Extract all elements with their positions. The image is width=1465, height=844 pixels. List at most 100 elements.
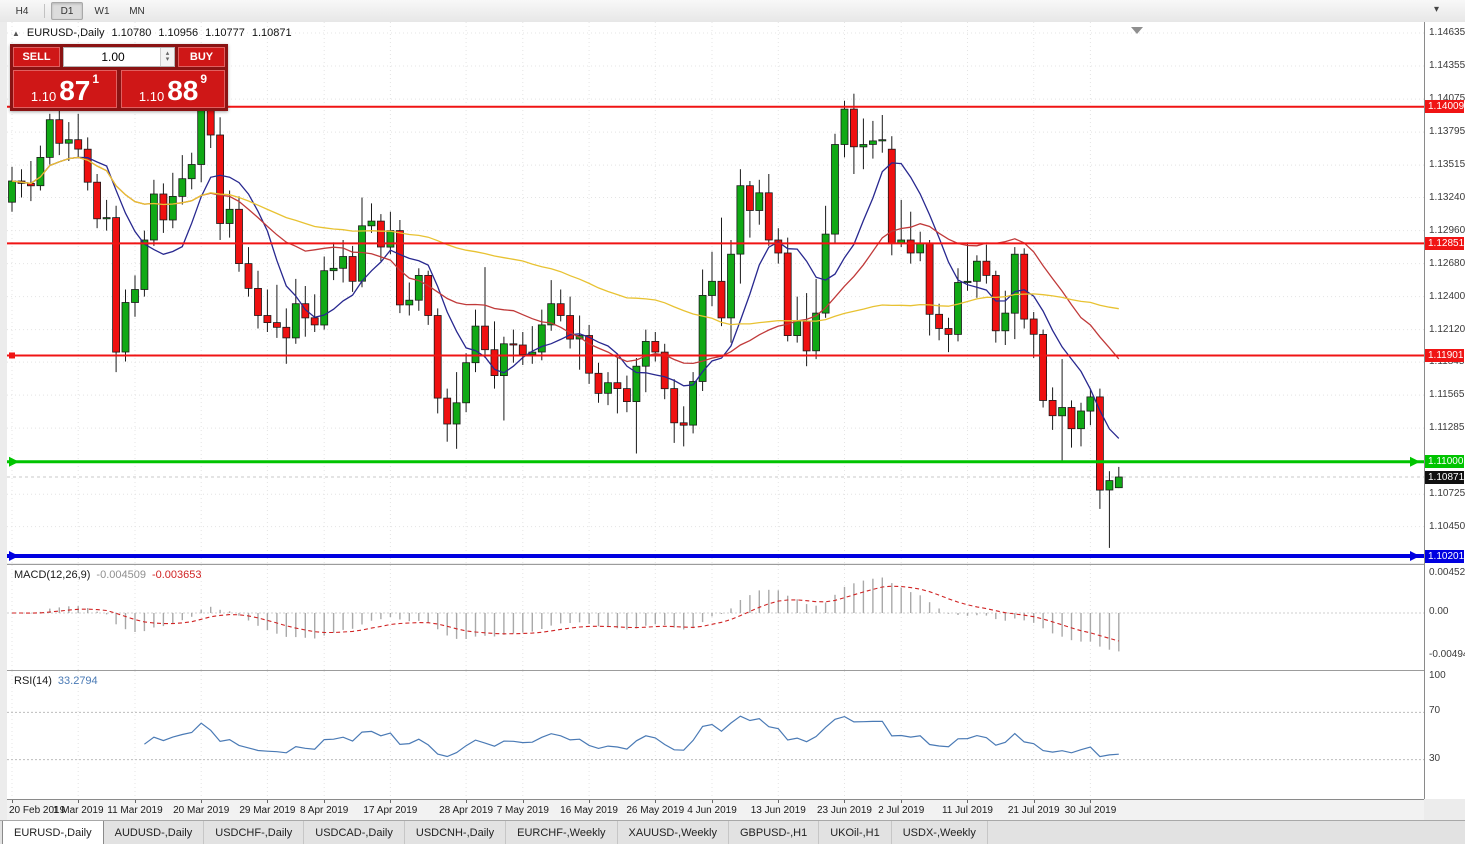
time-axis-tick (466, 800, 468, 803)
time-axis-label: 20 Feb 2019 (9, 805, 66, 816)
time-axis-label: 30 Jul 2019 (1064, 805, 1117, 816)
buy-price-button[interactable]: 1.10 88 9 (121, 70, 225, 108)
sell-price-sup: 1 (92, 72, 100, 86)
chart-tabs-bar: EURUSD-,Daily AUDUSD-,Daily USDCHF-,Daily U… (0, 820, 1465, 844)
time-axis-label: 11 Mar 2019 (107, 805, 163, 816)
buy-price-big: 88 (167, 75, 199, 107)
chart-tab-gbpusd-h1[interactable]: GBPUSD-,H1 (729, 821, 820, 844)
price-axis-label: 1.10450 (1429, 520, 1465, 532)
chart-tab-usdcnh-daily[interactable]: USDCNH-,Daily (405, 821, 507, 844)
time-axis-tick (1033, 800, 1035, 803)
ohlc-high-value: 1.10956 (158, 27, 199, 39)
price-axis-label: 1.14355 (1429, 60, 1465, 71)
macd-axis-label: 0.004524 (1429, 567, 1465, 579)
sell-price-big: 87 (59, 75, 91, 107)
chart-shift-marker[interactable] (1131, 27, 1143, 34)
price-axis-label: 1.13240 (1429, 191, 1465, 203)
chart-ohlc-title: ▲ EURUSD-,Daily 1.10780 1.10956 1.10777 … (12, 27, 292, 39)
buy-price-sup: 9 (200, 72, 208, 86)
price-axis-label: 1.12400 (1429, 290, 1465, 302)
sell-button[interactable]: SELL (13, 47, 60, 67)
sell-price-prefix: 1.10 (30, 89, 57, 104)
time-axis[interactable]: 20 Feb 2019 1 Mar 2019 11 Mar 2019 20 Mar 2… (7, 799, 1424, 821)
volume-input[interactable] (64, 48, 174, 66)
price-axis-label: 1.13515 (1429, 159, 1465, 171)
macd-value-main: -0.004509 (96, 569, 146, 581)
time-axis-tick (712, 800, 714, 803)
chart-tab-eurusd-daily[interactable]: EURUSD-,Daily (2, 821, 104, 844)
trade-panel-collapse-icon[interactable]: ▲ (12, 28, 20, 38)
volume-box: ▴▾ (63, 47, 175, 67)
time-axis-label: 16 May 2019 (560, 805, 618, 816)
time-axis-label: 4 Jun 2019 (687, 805, 737, 816)
toolbar-corner-icon[interactable]: ▾ (1433, 4, 1439, 15)
time-axis-label: 8 Apr 2019 (299, 805, 349, 816)
time-axis-label: 13 Jun 2019 (750, 805, 806, 816)
chart-tab-usdcad-daily[interactable]: USDCAD-,Daily (304, 821, 405, 844)
macd-axis-label: 0.00 (1429, 606, 1449, 617)
timeframe-button-mn[interactable]: MN (129, 5, 145, 17)
macd-pane[interactable] (7, 564, 1424, 670)
main-price-chart[interactable] (7, 22, 1424, 563)
time-axis-tick (390, 800, 392, 803)
price-axis[interactable]: 1.14635 1.14355 1.14075 1.13795 1.13515 1.132… (1424, 22, 1465, 799)
time-axis-tick (324, 800, 326, 803)
sma-21-line (11, 156, 1120, 365)
macd-indicator-label: MACD(12,26,9) -0.004509 -0.003653 (14, 569, 202, 581)
price-axis-label: 1.14635 (1429, 27, 1465, 38)
price-axis-label: 1.13795 (1429, 126, 1465, 138)
rsi-indicator-label: RSI(14) 33.2794 (14, 675, 98, 687)
sma-8-line (11, 156, 1120, 439)
time-axis-tick (12, 800, 13, 803)
time-axis-label: 23 Jun 2019 (816, 805, 872, 816)
hline-right-arrow (1410, 456, 1420, 467)
time-axis-label: 2 Jul 2019 (878, 805, 925, 816)
price-axis-label: 1.11285 (1429, 422, 1465, 434)
chart-tab-usdchf-daily[interactable]: USDCHF-,Daily (204, 821, 305, 844)
rsi-axis-label: 30 (1429, 752, 1441, 764)
price-level-badge: 1.12851 (1425, 236, 1464, 250)
time-axis-tick (655, 800, 657, 803)
hline-left-arrow (9, 550, 19, 561)
spinner-down-icon[interactable]: ▾ (165, 56, 170, 63)
chart-tab-audusd-daily[interactable]: AUDUSD-,Daily (104, 821, 205, 844)
time-axis-label: 17 Apr 2019 (363, 805, 418, 816)
chart-tab-eurchf-weekly[interactable]: EURCHF-,Weekly (506, 821, 618, 844)
timeframe-button-h4[interactable]: H4 (15, 5, 29, 17)
time-axis-tick (901, 800, 903, 803)
rsi-line (144, 715, 1119, 758)
spinner-up-icon[interactable]: ▴ (165, 50, 170, 57)
timeframe-button-w1[interactable]: W1 (94, 5, 110, 17)
time-axis-label: 28 Apr 2019 (439, 805, 494, 816)
buy-button[interactable]: BUY (178, 47, 225, 67)
chart-tab-usdx-weekly[interactable]: USDX-,Weekly (892, 821, 988, 844)
rsi-axis-label: 100 (1429, 670, 1446, 681)
time-axis-label: 26 May 2019 (626, 805, 685, 816)
rsi-title: RSI(14) (14, 675, 52, 687)
hline-handle (9, 352, 15, 359)
time-axis-tick (1090, 800, 1092, 803)
rsi-pane[interactable] (7, 670, 1424, 799)
price-axis-label: 1.11565 (1429, 389, 1465, 401)
macd-value-signal: -0.003653 (151, 569, 202, 581)
chart-tab-xauusd-weekly[interactable]: XAUUSD-,Weekly (618, 821, 729, 844)
price-axis-label: 1.12680 (1429, 257, 1465, 269)
chart-tab-ukoil-h1[interactable]: UKOil-,H1 (819, 821, 892, 844)
time-axis-tick (78, 800, 80, 803)
timeframe-toolbar: ▾ H4 D1 W1 MN (0, 0, 1465, 23)
macd-histogram (20, 577, 1120, 652)
sell-price-button[interactable]: 1.10 87 1 (13, 70, 117, 108)
time-axis-tick (522, 800, 524, 803)
time-axis-tick (967, 800, 969, 803)
volume-spinner[interactable]: ▴ ▾ (160, 48, 174, 66)
price-axis-label: 1.12120 (1429, 323, 1465, 335)
macd-signal-line (12, 585, 1119, 642)
time-axis-tick (267, 800, 269, 803)
time-axis-label: 1 Mar 2019 (52, 805, 104, 816)
time-axis-label: 20 Mar 2019 (173, 805, 230, 816)
price-level-badge: 1.11901 (1425, 349, 1464, 362)
time-axis-label: 21 Jul 2019 (1007, 805, 1060, 816)
timeframe-button-d1[interactable]: D1 (51, 2, 83, 20)
toolbar-separator (44, 4, 45, 18)
